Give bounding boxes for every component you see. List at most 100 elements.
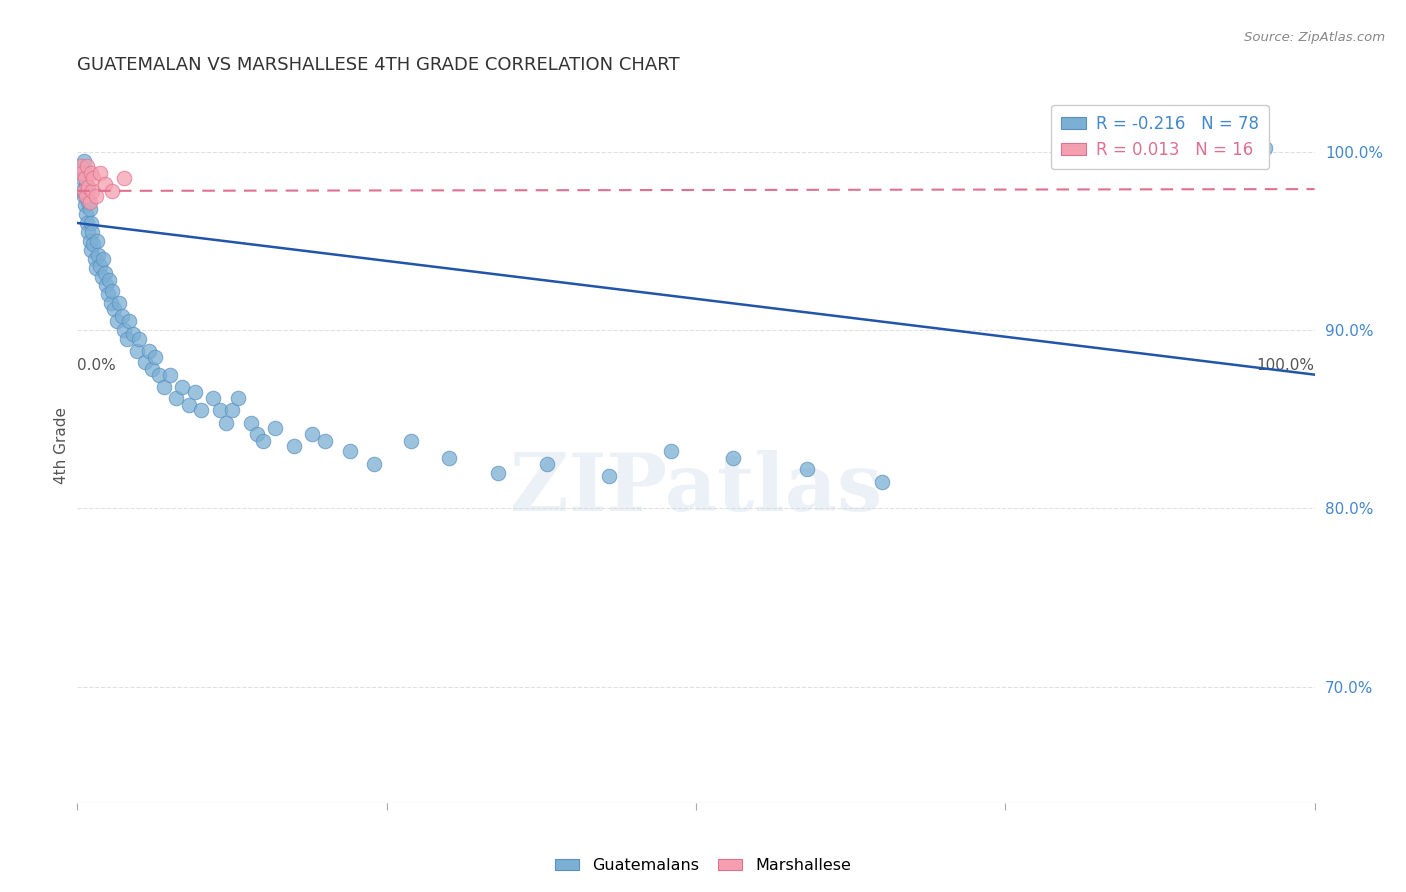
Point bbox=[401, 434, 423, 448]
Point bbox=[314, 434, 336, 448]
Point bbox=[93, 177, 115, 191]
Point bbox=[72, 189, 94, 203]
Point bbox=[112, 171, 135, 186]
Point bbox=[134, 355, 156, 369]
Point bbox=[165, 391, 187, 405]
Point bbox=[796, 462, 818, 476]
Point bbox=[87, 248, 110, 262]
Text: Source: ZipAtlas.com: Source: ZipAtlas.com bbox=[1244, 31, 1385, 45]
Point bbox=[283, 439, 305, 453]
Point bbox=[77, 180, 100, 194]
Point bbox=[80, 166, 103, 180]
Point bbox=[73, 171, 96, 186]
Point bbox=[72, 171, 94, 186]
Text: GUATEMALAN VS MARSHALLESE 4TH GRADE CORRELATION CHART: GUATEMALAN VS MARSHALLESE 4TH GRADE CORR… bbox=[77, 56, 681, 74]
Point bbox=[118, 314, 141, 328]
Point bbox=[437, 451, 460, 466]
Point bbox=[141, 362, 163, 376]
Point bbox=[80, 243, 103, 257]
Point bbox=[105, 314, 128, 328]
Point bbox=[82, 184, 104, 198]
Point bbox=[246, 426, 269, 441]
Point bbox=[598, 469, 620, 483]
Point bbox=[82, 237, 104, 252]
Point bbox=[89, 259, 111, 273]
Point bbox=[76, 159, 98, 173]
Point bbox=[84, 260, 107, 275]
Point bbox=[75, 189, 97, 203]
Point bbox=[202, 391, 225, 405]
Point bbox=[301, 426, 323, 441]
Point bbox=[239, 416, 262, 430]
Point bbox=[184, 385, 207, 400]
Point bbox=[79, 234, 101, 248]
Point bbox=[153, 380, 176, 394]
Point bbox=[73, 166, 96, 180]
Point bbox=[91, 252, 114, 266]
Point bbox=[721, 451, 744, 466]
Point bbox=[83, 252, 105, 266]
Point bbox=[252, 434, 274, 448]
Point bbox=[177, 398, 200, 412]
Point bbox=[339, 444, 361, 458]
Text: 0.0%: 0.0% bbox=[77, 359, 117, 373]
Point bbox=[208, 403, 231, 417]
Point bbox=[148, 368, 170, 382]
Point bbox=[122, 326, 145, 341]
Point bbox=[79, 194, 101, 209]
Point bbox=[100, 296, 122, 310]
Point bbox=[77, 194, 100, 209]
Point bbox=[77, 225, 100, 239]
Point bbox=[72, 166, 94, 180]
Point bbox=[138, 344, 160, 359]
Point bbox=[72, 153, 94, 168]
Point bbox=[112, 323, 135, 337]
Point bbox=[264, 421, 287, 435]
Point bbox=[870, 475, 893, 489]
Point bbox=[73, 198, 96, 212]
Point bbox=[80, 216, 103, 230]
Point bbox=[128, 332, 150, 346]
Point bbox=[101, 184, 124, 198]
Point bbox=[75, 207, 97, 221]
Point bbox=[159, 368, 181, 382]
Legend: Guatemalans, Marshallese: Guatemalans, Marshallese bbox=[548, 852, 858, 880]
Point bbox=[1254, 141, 1277, 155]
Point bbox=[111, 309, 134, 323]
Point bbox=[94, 278, 117, 293]
Point bbox=[93, 266, 115, 280]
Point bbox=[72, 184, 94, 198]
Point bbox=[659, 444, 682, 458]
Point bbox=[86, 234, 108, 248]
Point bbox=[172, 380, 194, 394]
Point bbox=[76, 184, 98, 198]
Y-axis label: 4th Grade: 4th Grade bbox=[53, 408, 69, 484]
Point bbox=[226, 391, 249, 405]
Point bbox=[70, 162, 93, 177]
Text: 100.0%: 100.0% bbox=[1257, 359, 1315, 373]
Point bbox=[82, 171, 104, 186]
Point bbox=[75, 177, 97, 191]
Point bbox=[101, 284, 124, 298]
Point bbox=[190, 403, 212, 417]
Point bbox=[79, 202, 101, 216]
Point bbox=[103, 301, 125, 316]
Point bbox=[143, 350, 166, 364]
Point bbox=[97, 287, 120, 301]
Text: ZIPatlas: ZIPatlas bbox=[510, 450, 882, 528]
Point bbox=[108, 296, 131, 310]
Point bbox=[89, 166, 111, 180]
Point bbox=[215, 416, 238, 430]
Point bbox=[72, 184, 94, 198]
Point bbox=[82, 225, 104, 239]
Point bbox=[91, 269, 114, 284]
Point bbox=[84, 189, 107, 203]
Point bbox=[115, 332, 138, 346]
Point bbox=[98, 273, 121, 287]
Point bbox=[486, 466, 509, 480]
Legend: R = -0.216   N = 78, R = 0.013   N = 16: R = -0.216 N = 78, R = 0.013 N = 16 bbox=[1052, 104, 1270, 169]
Point bbox=[76, 216, 98, 230]
Point bbox=[221, 403, 243, 417]
Point bbox=[536, 457, 558, 471]
Point bbox=[363, 457, 385, 471]
